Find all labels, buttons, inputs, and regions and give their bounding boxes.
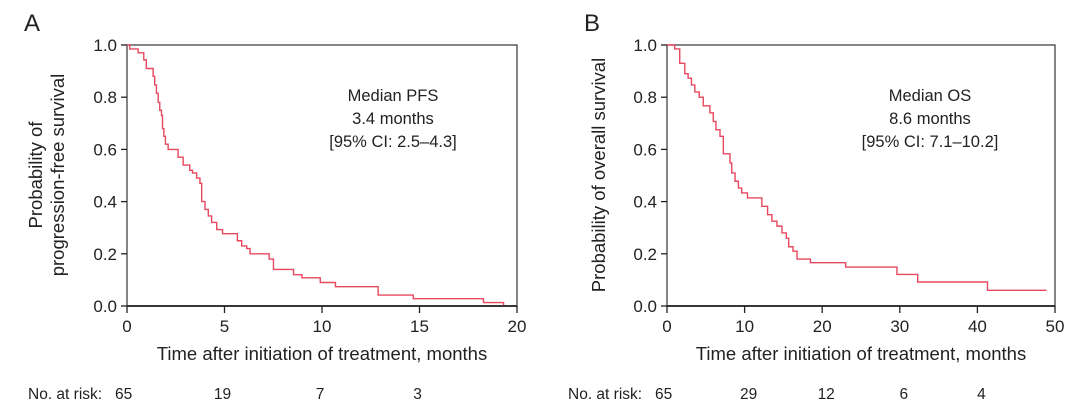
median-annotation-line: 8.6 months xyxy=(889,110,971,128)
y-tick-label: 1.0 xyxy=(633,36,657,55)
x-tick-label: 10 xyxy=(735,317,754,336)
panel-label: A xyxy=(24,10,40,37)
risk-table-count: 65 xyxy=(115,386,132,403)
x-tick-label: 20 xyxy=(813,317,832,336)
risk-table-count: 7 xyxy=(316,386,325,403)
risk-table-label: No. at risk: xyxy=(28,386,102,403)
x-tick-label: 15 xyxy=(410,317,429,336)
y-tick-label: 0.2 xyxy=(93,245,117,264)
y-tick-label: 0.4 xyxy=(633,193,657,212)
risk-table-count: 29 xyxy=(740,386,757,403)
x-tick-label: 0 xyxy=(662,317,671,336)
risk-table-count: 3 xyxy=(413,386,422,403)
risk-table-count: 65 xyxy=(655,386,672,403)
panel-b: B 0.0 0.2 0.4 0.6 0.8 1.0 0 10 20 30 40 50 Time after… xyxy=(568,10,1064,403)
y-tick-label: 0.8 xyxy=(633,88,657,107)
median-annotation-line: Median PFS xyxy=(348,87,439,105)
risk-table-count: 4 xyxy=(977,386,986,403)
y-tick-label: 0.0 xyxy=(93,297,117,316)
survival-curve xyxy=(667,44,1047,292)
y-tick-label: 0.8 xyxy=(93,88,117,107)
x-axis-label: Time after initiation of treatment, mont… xyxy=(696,343,1026,364)
x-axis-label: Time after initiation of treatment, mont… xyxy=(157,343,487,364)
y-axis-label: Probability of xyxy=(25,121,46,229)
panel-label: B xyxy=(584,10,600,37)
x-tick-label: 0 xyxy=(122,317,131,336)
risk-table-count: 6 xyxy=(899,386,908,403)
x-tick-label: 5 xyxy=(220,317,229,336)
x-tick-label: 30 xyxy=(890,317,909,336)
y-tick-label: 1.0 xyxy=(93,36,117,55)
risk-table-label: No. at risk: xyxy=(568,386,642,403)
median-annotation-line: [95% CI: 2.5–4.3] xyxy=(329,133,457,151)
x-tick-label: 10 xyxy=(313,317,332,336)
y-axis-label: progression-free survival xyxy=(47,74,68,277)
survival-curve xyxy=(127,44,505,306)
median-annotation-line: [95% CI: 7.1–10.2] xyxy=(862,133,999,151)
risk-table-count: 12 xyxy=(818,386,835,403)
median-annotation-line: Median OS xyxy=(889,87,972,105)
x-tick-label: 20 xyxy=(508,317,527,336)
y-tick-label: 0.6 xyxy=(633,140,657,159)
plot-frame xyxy=(126,44,518,307)
x-tick-label: 40 xyxy=(968,317,987,336)
y-axis-label: Probability of overall survival xyxy=(588,58,609,292)
y-tick-label: 0.6 xyxy=(93,140,117,159)
median-annotation-line: 3.4 months xyxy=(352,110,434,128)
x-tick-label: 50 xyxy=(1046,317,1065,336)
risk-table-count: 19 xyxy=(214,386,231,403)
panel-a: A 0.0 0.2 0.4 0.6 0.8 1.0 0 5 10 15 20 Time after in… xyxy=(24,10,526,403)
y-tick-label: 0.2 xyxy=(633,245,657,264)
y-tick-label: 0.0 xyxy=(633,297,657,316)
y-tick-label: 0.4 xyxy=(93,193,117,212)
